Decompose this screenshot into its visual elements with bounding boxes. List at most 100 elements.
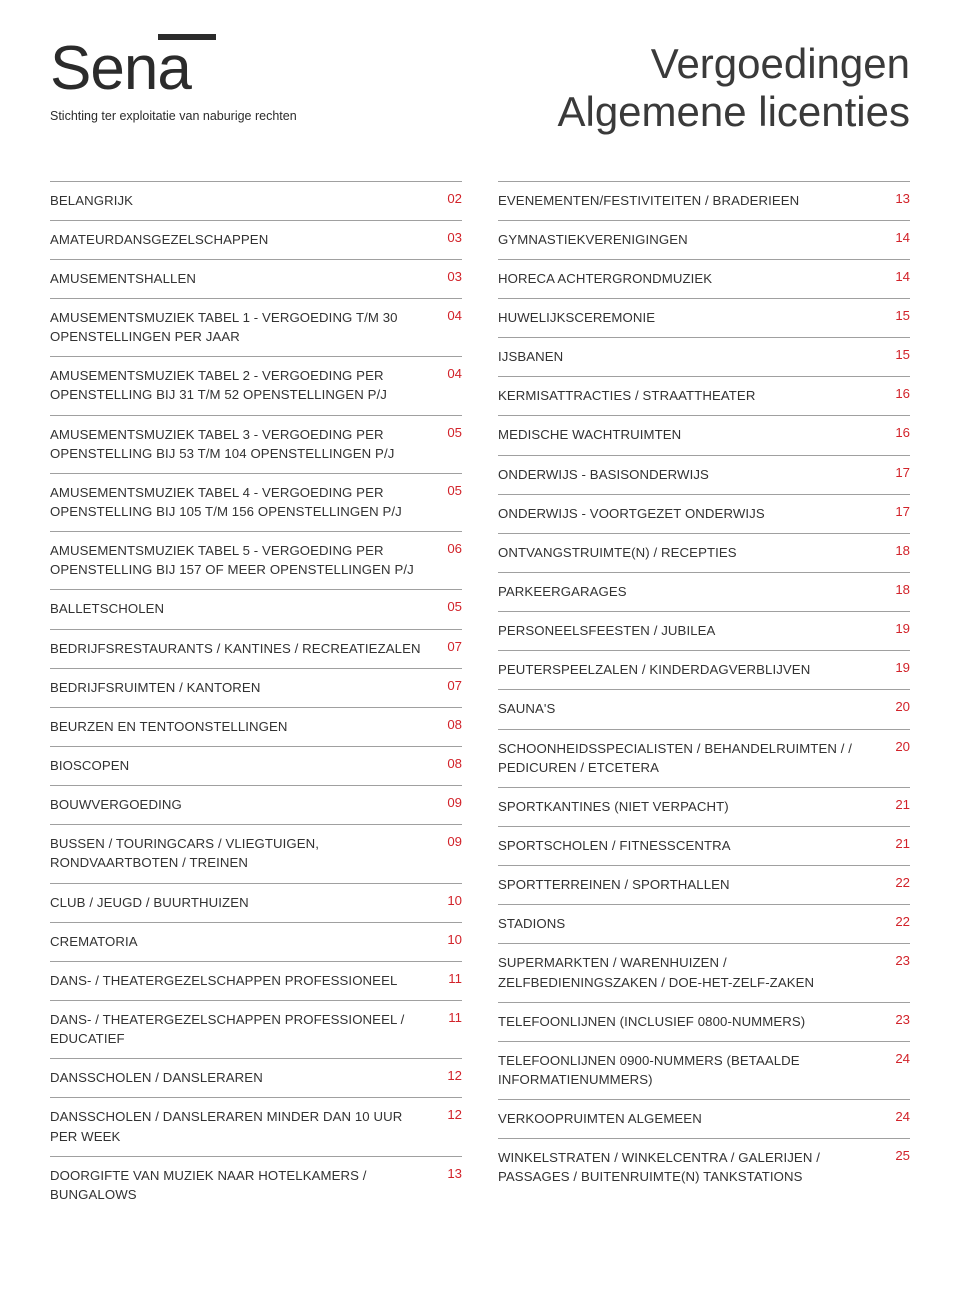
toc-entry-label: ONTVANGSTRUIMTE(N) / RECEPTIES [498,543,747,562]
toc-entry-label: PEUTERSPEELZALEN / KINDERDAGVERBLIJVEN [498,660,820,679]
toc-entry: DANSSCHOLEN / DANSLERAREN MINDER DAN 10 … [50,1097,462,1155]
toc-entry-label: AMUSEMENTSMUZIEK TABEL 1 - VERGOEDING T/… [50,308,441,346]
toc-entry: ONDERWIJS - BASISONDERWIJS 17 [498,455,910,494]
toc-entry-page: 23 [889,953,910,968]
toc-entry-label: WINKELSTRATEN / WINKELCENTRA / GALERIJEN… [498,1148,889,1186]
toc-left-column: BELANGRIJK02AMATEURDANSGEZELSCHAPPEN03AM… [50,181,462,1214]
toc-entry: KERMISATTRACTIES / STRAATTHEATER16 [498,376,910,415]
toc-entry-page: 11 [442,971,462,986]
toc-entry-page: 16 [889,425,910,440]
toc-entry: DANS- / THEATERGEZELSCHAPPEN PROFESSIONE… [50,961,462,1000]
toc-entry-page: 02 [441,191,462,206]
toc-entry: AMUSEMENTSMUZIEK TABEL 5 - VERGOEDING PE… [50,531,462,589]
toc-entry: BIOSCOPEN08 [50,746,462,785]
toc-entry-label: DANSSCHOLEN / DANSLERAREN [50,1068,273,1087]
toc-entry-label: SPORTKANTINES (NIET VERPACHT) [498,797,739,816]
toc-entry-page: 03 [441,230,462,245]
toc-entry-page: 07 [441,678,462,693]
toc-entry: AMUSEMENTSMUZIEK TABEL 3 - VERGOEDING PE… [50,415,462,473]
toc-entry-label: DANS- / THEATERGEZELSCHAPPEN PROFESSIONE… [50,971,407,990]
toc-entry-page: 13 [889,191,910,206]
toc-entry-page: 18 [889,582,910,597]
toc-entry: DANS- / THEATERGEZELSCHAPPEN PROFESSIONE… [50,1000,462,1058]
toc-entry-page: 09 [441,834,462,849]
toc-entry-label: IJSBANEN [498,347,573,366]
toc-entry: AMUSEMENTSMUZIEK TABEL 4 - VERGOEDING PE… [50,473,462,531]
toc-entry: EVENEMENTEN/FESTIVITEITEN / BRADERIEEN13 [498,181,910,220]
logo-subtitle: Stichting ter exploitatie van naburige r… [50,109,297,123]
toc-entry: SPORTSCHOLEN / FITNESSCENTRA 21 [498,826,910,865]
toc-entry-page: 24 [889,1051,910,1066]
toc-entry: SUPERMARKTEN / WARENHUIZEN / ZELFBEDIENI… [498,943,910,1001]
toc-entry-page: 14 [889,269,910,284]
toc-entry: SCHOONHEIDSSPECIALISTEN / BEHANDELRUIMTE… [498,729,910,787]
toc-entry: CREMATORIA10 [50,922,462,961]
toc-right-column: EVENEMENTEN/FESTIVITEITEN / BRADERIEEN13… [498,181,910,1214]
toc-entry-label: SPORTTERREINEN / SPORTHALLEN [498,875,740,894]
toc-entry-label: AMUSEMENTSMUZIEK TABEL 3 - VERGOEDING PE… [50,425,441,463]
toc-entry: CLUB / JEUGD / BUURTHUIZEN10 [50,883,462,922]
toc-entry: AMATEURDANSGEZELSCHAPPEN 03 [50,220,462,259]
toc-entry-page: 20 [889,739,910,754]
toc-entry: ONTVANGSTRUIMTE(N) / RECEPTIES18 [498,533,910,572]
toc-entry-label: BUSSEN / TOURINGCARS / VLIEGTUIGEN, ROND… [50,834,441,872]
toc-entry: BEDRIJFSRUIMTEN / KANTOREN07 [50,668,462,707]
toc-entry-page: 21 [889,836,910,851]
toc-entry: MEDISCHE WACHTRUIMTEN16 [498,415,910,454]
toc-entry-label: AMUSEMENTSHALLEN [50,269,206,288]
toc-entry-label: DOORGIFTE VAN MUZIEK NAAR HOTELKAMERS / … [50,1166,441,1204]
toc-entry-label: SUPERMARKTEN / WARENHUIZEN / ZELFBEDIENI… [498,953,889,991]
toc-entry-label: CLUB / JEUGD / BUURTHUIZEN [50,893,259,912]
toc-entry-page: 20 [889,699,910,714]
toc-entry: ONDERWIJS - VOORTGEZET ONDERWIJS17 [498,494,910,533]
toc-entry-label: BEURZEN EN TENTOONSTELLINGEN [50,717,298,736]
toc-entry: STADIONS22 [498,904,910,943]
toc-entry: BUSSEN / TOURINGCARS / VLIEGTUIGEN, ROND… [50,824,462,882]
toc-entry-page: 17 [889,465,910,480]
toc-entry: HUWELIJKSCEREMONIE 15 [498,298,910,337]
toc-entry-page: 05 [441,483,462,498]
toc-entry: SPORTTERREINEN / SPORTHALLEN22 [498,865,910,904]
toc-entry-label: STADIONS [498,914,575,933]
toc-entry-label: KERMISATTRACTIES / STRAATTHEATER [498,386,765,405]
toc-entry-page: 24 [889,1109,910,1124]
toc-entry-page: 05 [441,599,462,614]
toc-entry-label: HORECA ACHTERGRONDMUZIEK [498,269,722,288]
toc-entry-label: ONDERWIJS - BASISONDERWIJS [498,465,719,484]
page-header: Sena Stichting ter exploitatie van nabur… [50,40,910,137]
toc-entry: TELEFOONLIJNEN 0900-NUMMERS (BETAALDE IN… [498,1041,910,1099]
toc-entry-label: SPORTSCHOLEN / FITNESSCENTRA [498,836,741,855]
toc-entry-label: AMATEURDANSGEZELSCHAPPEN [50,230,278,249]
toc-entry: PERSONEELSFEESTEN / JUBILEA19 [498,611,910,650]
toc-entry: WINKELSTRATEN / WINKELCENTRA / GALERIJEN… [498,1138,910,1196]
toc-entry-label: SCHOONHEIDSSPECIALISTEN / BEHANDELRUIMTE… [498,739,889,777]
toc-entry-label: SAUNA'S [498,699,565,718]
toc-entry-page: 15 [889,308,910,323]
toc-entry-page: 08 [441,717,462,732]
toc-entry-label: HUWELIJKSCEREMONIE [498,308,665,327]
toc-entry-label: VERKOOPRUIMTEN ALGEMEEN [498,1109,712,1128]
document-page: Sena Stichting ter exploitatie van nabur… [0,0,960,1264]
toc-entry: GYMNASTIEKVERENIGINGEN 14 [498,220,910,259]
toc-entry-page: 13 [441,1166,462,1181]
toc-entry-label: DANS- / THEATERGEZELSCHAPPEN PROFESSIONE… [50,1010,442,1048]
title-block: Vergoedingen Algemene licenties [557,40,910,137]
toc-entry-page: 14 [889,230,910,245]
toc-entry-page: 25 [889,1148,910,1163]
toc-entry-page: 09 [441,795,462,810]
toc-entry-page: 19 [889,660,910,675]
toc-entry: PEUTERSPEELZALEN / KINDERDAGVERBLIJVEN 19 [498,650,910,689]
toc-entry-label: TELEFOONLIJNEN 0900-NUMMERS (BETAALDE IN… [498,1051,889,1089]
toc-entry-label: PARKEERGARAGES [498,582,637,601]
toc-entry-page: 11 [442,1010,462,1025]
toc-entry-page: 04 [441,366,462,381]
toc-entry-label: AMUSEMENTSMUZIEK TABEL 5 - VERGOEDING PE… [50,541,441,579]
toc-entry: BELANGRIJK02 [50,181,462,220]
toc-entry-label: PERSONEELSFEESTEN / JUBILEA [498,621,725,640]
toc-entry-page: 10 [441,932,462,947]
toc-entry: IJSBANEN15 [498,337,910,376]
toc-entry-label: GYMNASTIEKVERENIGINGEN [498,230,698,249]
toc-entry-label: TELEFOONLIJNEN (INCLUSIEF 0800-NUMMERS) [498,1012,815,1031]
toc-entry-page: 03 [441,269,462,284]
toc-entry: VERKOOPRUIMTEN ALGEMEEN 24 [498,1099,910,1138]
